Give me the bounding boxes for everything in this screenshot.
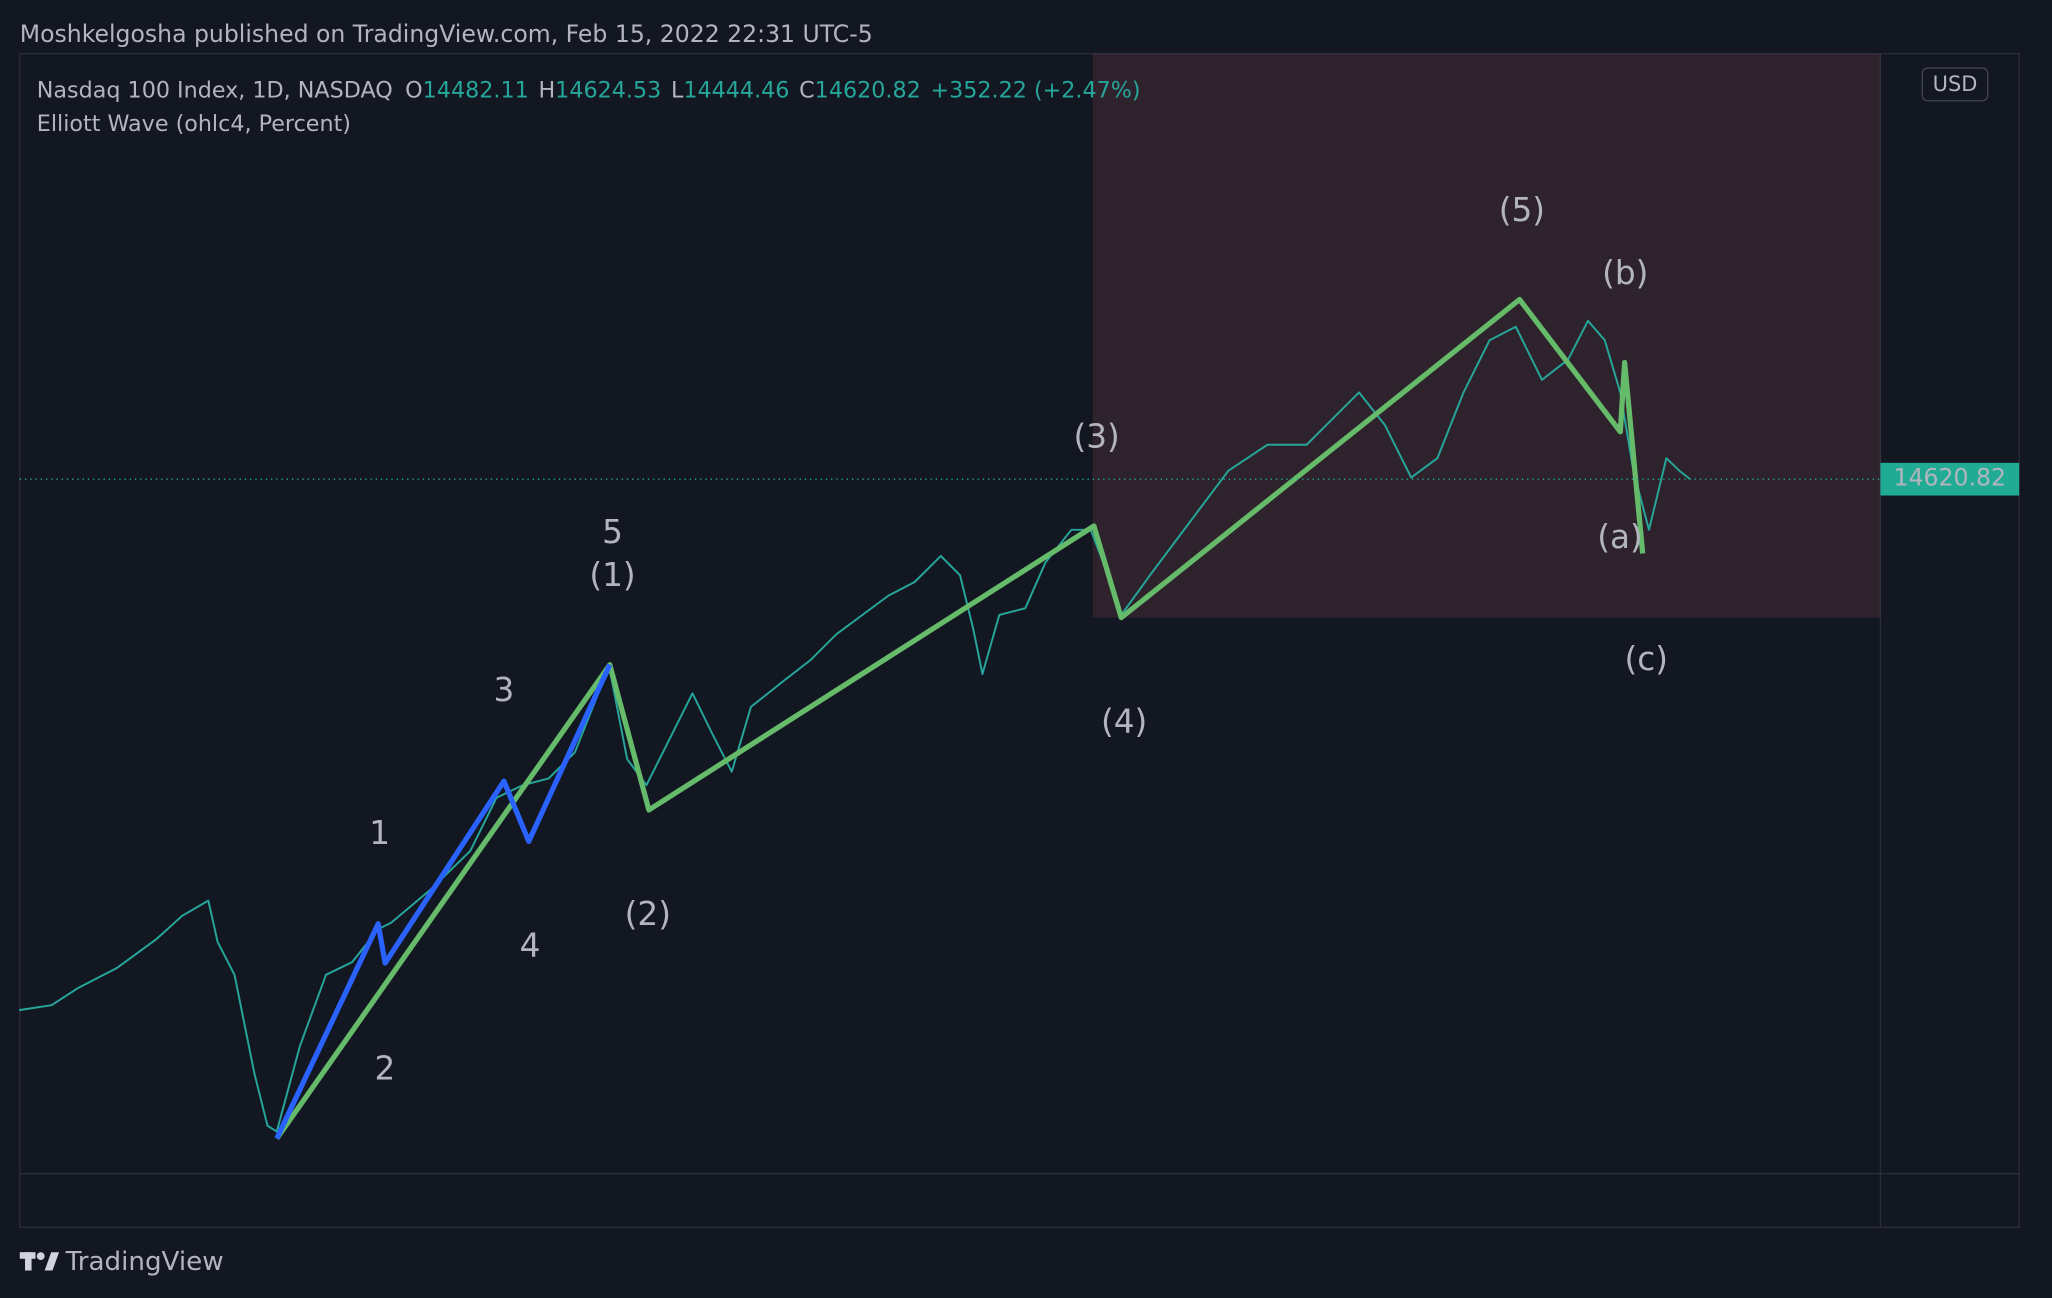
wave-label: (c) [1624, 640, 1668, 678]
wave-label: (3) [1073, 417, 1119, 455]
series-line [274, 663, 613, 1140]
last-price-box [1880, 462, 2020, 496]
fib-zone [1092, 53, 1881, 618]
brand-logo [19, 1252, 60, 1271]
logo-part [36, 1252, 45, 1261]
series-line [274, 296, 1646, 1141]
legend-h-label: H [538, 77, 555, 103]
last-price-label: 14620.82 [1894, 464, 2006, 492]
wave-label: (1) [589, 556, 635, 594]
legend-symbol: Nasdaq 100 Index, 1D, NASDAQ [37, 77, 393, 103]
legend-l-label: L [671, 77, 684, 103]
wave-label: (4) [1101, 703, 1147, 741]
wave-label: 4 [520, 926, 541, 964]
wave-label: (b) [1602, 254, 1648, 292]
logo-part [44, 1252, 60, 1271]
legend-h-value: 14624.53 [555, 77, 661, 103]
legend-l-value: 14444.46 [683, 77, 789, 103]
wave-label: 1 [369, 814, 390, 852]
wave-label: (5) [1499, 191, 1545, 229]
legend-c-label: C [799, 77, 815, 103]
legend-indicator: Elliott Wave (ohlc4, Percent) [37, 111, 351, 137]
wave-label: (a) [1597, 518, 1643, 556]
legend-o-label: O [405, 77, 423, 103]
legend-c-value: 14620.82 [815, 77, 921, 103]
legend-line: Nasdaq 100 Index, 1D, NASDAQ O14482.11 H… [37, 77, 1141, 103]
currency-box[interactable] [1921, 67, 1989, 102]
logo-part [25, 1252, 32, 1271]
footer-brand: TradingView [65, 1247, 224, 1277]
wave-label: 2 [374, 1049, 395, 1087]
series-line [18, 319, 1691, 1133]
wave-label: 3 [494, 671, 515, 709]
header-title: Moshkelgosha published on TradingView.co… [20, 20, 873, 48]
legend-o-value: 14482.11 [423, 77, 529, 103]
currency: USD [1933, 72, 1978, 96]
legend-change: +352.22 (+2.47%) [930, 77, 1140, 103]
wave-label: 5 [602, 513, 623, 551]
wave-label: (2) [625, 895, 671, 933]
